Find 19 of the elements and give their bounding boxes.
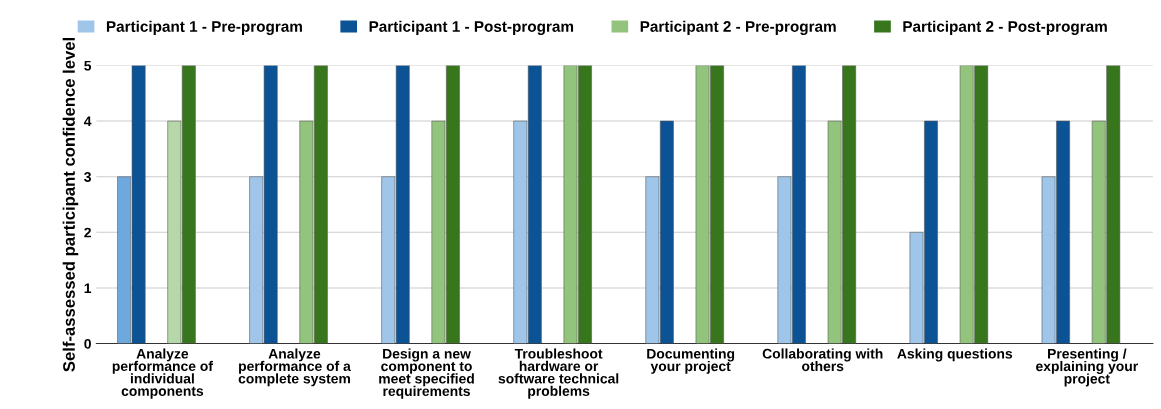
legend-label: Participant 1 - Post-program <box>369 20 574 35</box>
x-tick-label: Analyze performance of individual components <box>112 348 213 399</box>
x-tick-label: Asking questions <box>897 348 1013 362</box>
y-tick-label: 2 <box>84 227 91 238</box>
y-axis-title: Self-assessed participant confidence level <box>62 38 79 372</box>
x-tick-label: Design a new component to meet specified requirements <box>379 348 474 399</box>
x-tick-label: Presenting / explaining your project <box>1036 348 1138 387</box>
legend-label: Participant 1 - Pre-program <box>106 20 302 35</box>
x-tick-label: Analyze performance of a complete system <box>238 348 351 387</box>
legend-label: Participant 2 - Pre-program <box>640 20 836 35</box>
legend-label: Participant 2 - Post-program <box>903 20 1107 35</box>
x-tick-label: Troubleshoot hardware or software technical problems <box>498 348 619 399</box>
x-tick-label: Documenting your project <box>647 348 735 374</box>
y-tick-label: 3 <box>84 172 91 182</box>
y-tick-label: 4 <box>83 116 92 127</box>
y-tick-label: 5 <box>84 60 92 71</box>
y-tick-label: 1 <box>84 283 92 293</box>
y-tick-label: 0 <box>84 338 91 349</box>
x-tick-label: Collaborating with others <box>762 348 883 372</box>
